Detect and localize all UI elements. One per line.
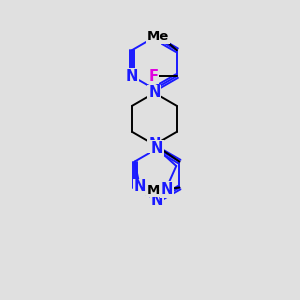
Text: N: N (126, 69, 138, 84)
Text: N: N (151, 141, 163, 156)
Text: N: N (161, 182, 173, 197)
Text: Me: Me (147, 184, 169, 196)
Text: N: N (151, 193, 163, 208)
Text: Me: Me (147, 30, 169, 43)
Text: F: F (148, 69, 158, 84)
Text: N: N (148, 137, 160, 152)
Text: N: N (134, 179, 146, 194)
Text: N: N (148, 85, 160, 100)
Text: N: N (148, 30, 160, 45)
